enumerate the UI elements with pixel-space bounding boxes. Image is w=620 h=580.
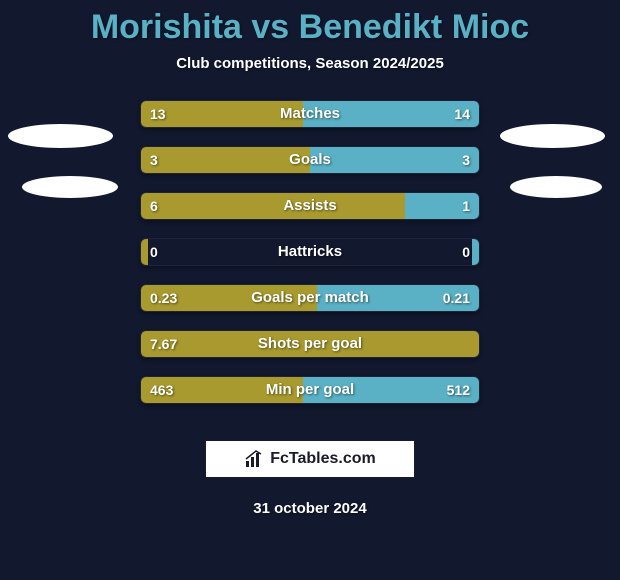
- stat-value-left: 0: [150, 238, 158, 266]
- decorative-ellipse: [510, 176, 602, 198]
- stat-value-left: 13: [150, 100, 166, 128]
- stat-rows: Matches13 14 Goals3 3 Assists6 1 Hattricks0 0 Go…: [0, 100, 620, 422]
- stat-row: Goals per match0.23 0.21: [0, 284, 620, 330]
- subtitle: Club competitions, Season 2024/2025: [0, 55, 620, 72]
- stat-value-right: 14: [454, 100, 470, 128]
- stat-label: Goals: [140, 146, 480, 174]
- stat-value-right: 1: [462, 192, 470, 220]
- watermark-badge: FcTables.com: [205, 440, 415, 478]
- stat-label: Assists: [140, 192, 480, 220]
- stat-value-right: 512: [447, 376, 470, 404]
- stat-value-right: 3: [462, 146, 470, 174]
- stat-row: Hattricks0 0: [0, 238, 620, 284]
- watermark-text: FcTables.com: [270, 450, 376, 468]
- decorative-ellipse: [500, 124, 605, 148]
- stat-label: Hattricks: [140, 238, 480, 266]
- decorative-ellipse: [22, 176, 118, 198]
- stat-row: Assists6 1: [0, 192, 620, 238]
- stat-label: Shots per goal: [140, 330, 480, 358]
- stat-value-left: 6: [150, 192, 158, 220]
- decorative-ellipse: [8, 124, 113, 148]
- comparison-infographic: Morishita vs Benedikt Mioc Club competit…: [0, 0, 620, 580]
- stat-value-right: 0: [462, 238, 470, 266]
- stat-label: Min per goal: [140, 376, 480, 404]
- stat-value-left: 7.67: [150, 330, 177, 358]
- stat-value-left: 463: [150, 376, 173, 404]
- stat-value-left: 3: [150, 146, 158, 174]
- stat-row: Shots per goal7.67: [0, 330, 620, 376]
- chart-icon: [244, 449, 264, 469]
- stat-value-left: 0.23: [150, 284, 177, 312]
- stat-label: Matches: [140, 100, 480, 128]
- stat-label: Goals per match: [140, 284, 480, 312]
- page-title: Morishita vs Benedikt Mioc: [0, 0, 620, 47]
- stat-row: Min per goal463 512: [0, 376, 620, 422]
- stat-value-right: 0.21: [443, 284, 470, 312]
- date-label: 31 october 2024: [0, 500, 620, 517]
